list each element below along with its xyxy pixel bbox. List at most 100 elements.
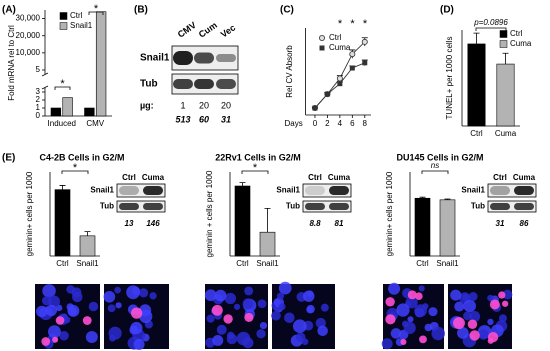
y-tick-label: 2 bbox=[36, 95, 41, 104]
row-label: Snail1 bbox=[90, 186, 114, 195]
nucleus bbox=[487, 294, 494, 302]
blot-band bbox=[119, 186, 139, 195]
geminin-nucleus bbox=[469, 330, 480, 341]
nucleus bbox=[469, 311, 481, 323]
panel-label: (E) bbox=[2, 153, 15, 164]
y-tick-label: 10,000 bbox=[16, 48, 41, 57]
geminin-nucleus bbox=[385, 297, 395, 307]
nucleus bbox=[204, 289, 217, 302]
lane-label: Cuma bbox=[142, 173, 165, 182]
legend-swatch bbox=[59, 22, 68, 30]
blot-frame bbox=[487, 200, 537, 213]
row-label: Tub bbox=[100, 202, 114, 211]
y-axis-label: geminin + cells per 1000 bbox=[205, 170, 214, 257]
geminin-nucleus bbox=[52, 336, 59, 343]
x-tick-label: Ctrl bbox=[470, 129, 483, 138]
row-label: Snail1 bbox=[461, 186, 485, 195]
nucleus bbox=[306, 304, 315, 314]
geminin-nucleus bbox=[55, 316, 65, 325]
blot-band bbox=[514, 186, 534, 195]
blot-band bbox=[514, 203, 534, 210]
nucleus bbox=[109, 334, 116, 342]
blot-band bbox=[119, 203, 139, 210]
nucleus bbox=[103, 290, 116, 303]
blot-band bbox=[490, 186, 510, 195]
nucleus bbox=[463, 299, 476, 313]
legend-label: Ctrl bbox=[70, 11, 83, 20]
lane-label: Cuma bbox=[328, 173, 351, 182]
blot-band bbox=[194, 52, 214, 64]
legend-marker bbox=[319, 45, 325, 51]
y-tick-label: 3 bbox=[36, 87, 41, 96]
geminin-nucleus bbox=[223, 314, 233, 324]
nucleus bbox=[35, 305, 48, 318]
amount: 20 bbox=[199, 100, 209, 110]
blot-band bbox=[305, 186, 325, 195]
marker bbox=[337, 81, 343, 87]
annotation: * bbox=[338, 18, 343, 30]
nucleus bbox=[303, 290, 315, 302]
marker bbox=[336, 75, 343, 82]
nucleus bbox=[414, 304, 427, 317]
nucleus bbox=[114, 286, 121, 294]
blot-band bbox=[490, 203, 510, 210]
nucleus bbox=[388, 282, 401, 295]
geminin-nucleus bbox=[501, 300, 509, 307]
blot-band bbox=[329, 203, 349, 210]
nucleus bbox=[212, 334, 224, 346]
chart-title: 22Rv1 Cells in G2/M bbox=[215, 152, 301, 162]
x-tick-label: 0 bbox=[313, 119, 318, 128]
bar bbox=[414, 197, 431, 257]
nucleus bbox=[133, 338, 145, 350]
x-tick-label: Induced bbox=[48, 119, 76, 128]
nucleus bbox=[72, 291, 83, 303]
y-axis-label: Fold mRNA rel to Ctrl bbox=[7, 25, 16, 101]
nucleus bbox=[292, 319, 307, 334]
y-axis-label: geminin+ cells per 1000 bbox=[25, 171, 34, 256]
geminin-nucleus bbox=[244, 312, 254, 323]
error-bar bbox=[239, 182, 246, 186]
y-tick-label: 5 bbox=[36, 65, 41, 74]
nucleus bbox=[66, 285, 75, 294]
x-tick-label: Snail1 bbox=[256, 259, 279, 268]
nucleus bbox=[271, 310, 281, 321]
nucleus bbox=[284, 312, 295, 324]
nucleus bbox=[396, 303, 410, 317]
nucleus bbox=[278, 303, 286, 311]
marker bbox=[324, 91, 330, 97]
geminin-nucleus bbox=[498, 291, 506, 299]
nucleus bbox=[461, 293, 470, 302]
annotation: * bbox=[253, 162, 258, 174]
nucleus bbox=[244, 286, 254, 296]
blot-band bbox=[173, 51, 193, 65]
nucleus bbox=[257, 299, 267, 309]
quantification: 81 bbox=[335, 219, 344, 228]
blot-band bbox=[216, 79, 236, 89]
bar bbox=[84, 107, 95, 117]
error-bar bbox=[473, 32, 480, 44]
legend-label: Snail1 bbox=[70, 21, 93, 30]
error-bar bbox=[502, 52, 509, 65]
nucleus bbox=[47, 325, 61, 339]
legend-swatch bbox=[499, 40, 508, 48]
geminin-nucleus bbox=[211, 304, 223, 316]
nucleus bbox=[428, 307, 438, 317]
blot-band bbox=[329, 186, 349, 195]
y-axis-label: geminin+ cells per 1000 bbox=[385, 171, 394, 256]
quantification: 86 bbox=[520, 219, 529, 228]
lane-label: Cuma bbox=[513, 173, 536, 182]
nucleus bbox=[115, 302, 122, 309]
quantification: 513 bbox=[175, 114, 190, 124]
nucleus bbox=[126, 285, 140, 300]
nucleus bbox=[67, 304, 80, 317]
y-axis-label: TUNEL+ per 1000 cells bbox=[445, 37, 454, 120]
bar bbox=[234, 185, 251, 257]
blot-band bbox=[143, 203, 163, 210]
nucleus bbox=[450, 289, 462, 301]
nucleus bbox=[107, 304, 116, 313]
x-axis-label: Days bbox=[284, 119, 302, 128]
legend-marker bbox=[318, 35, 325, 42]
marker bbox=[349, 51, 356, 58]
bar bbox=[50, 107, 62, 117]
